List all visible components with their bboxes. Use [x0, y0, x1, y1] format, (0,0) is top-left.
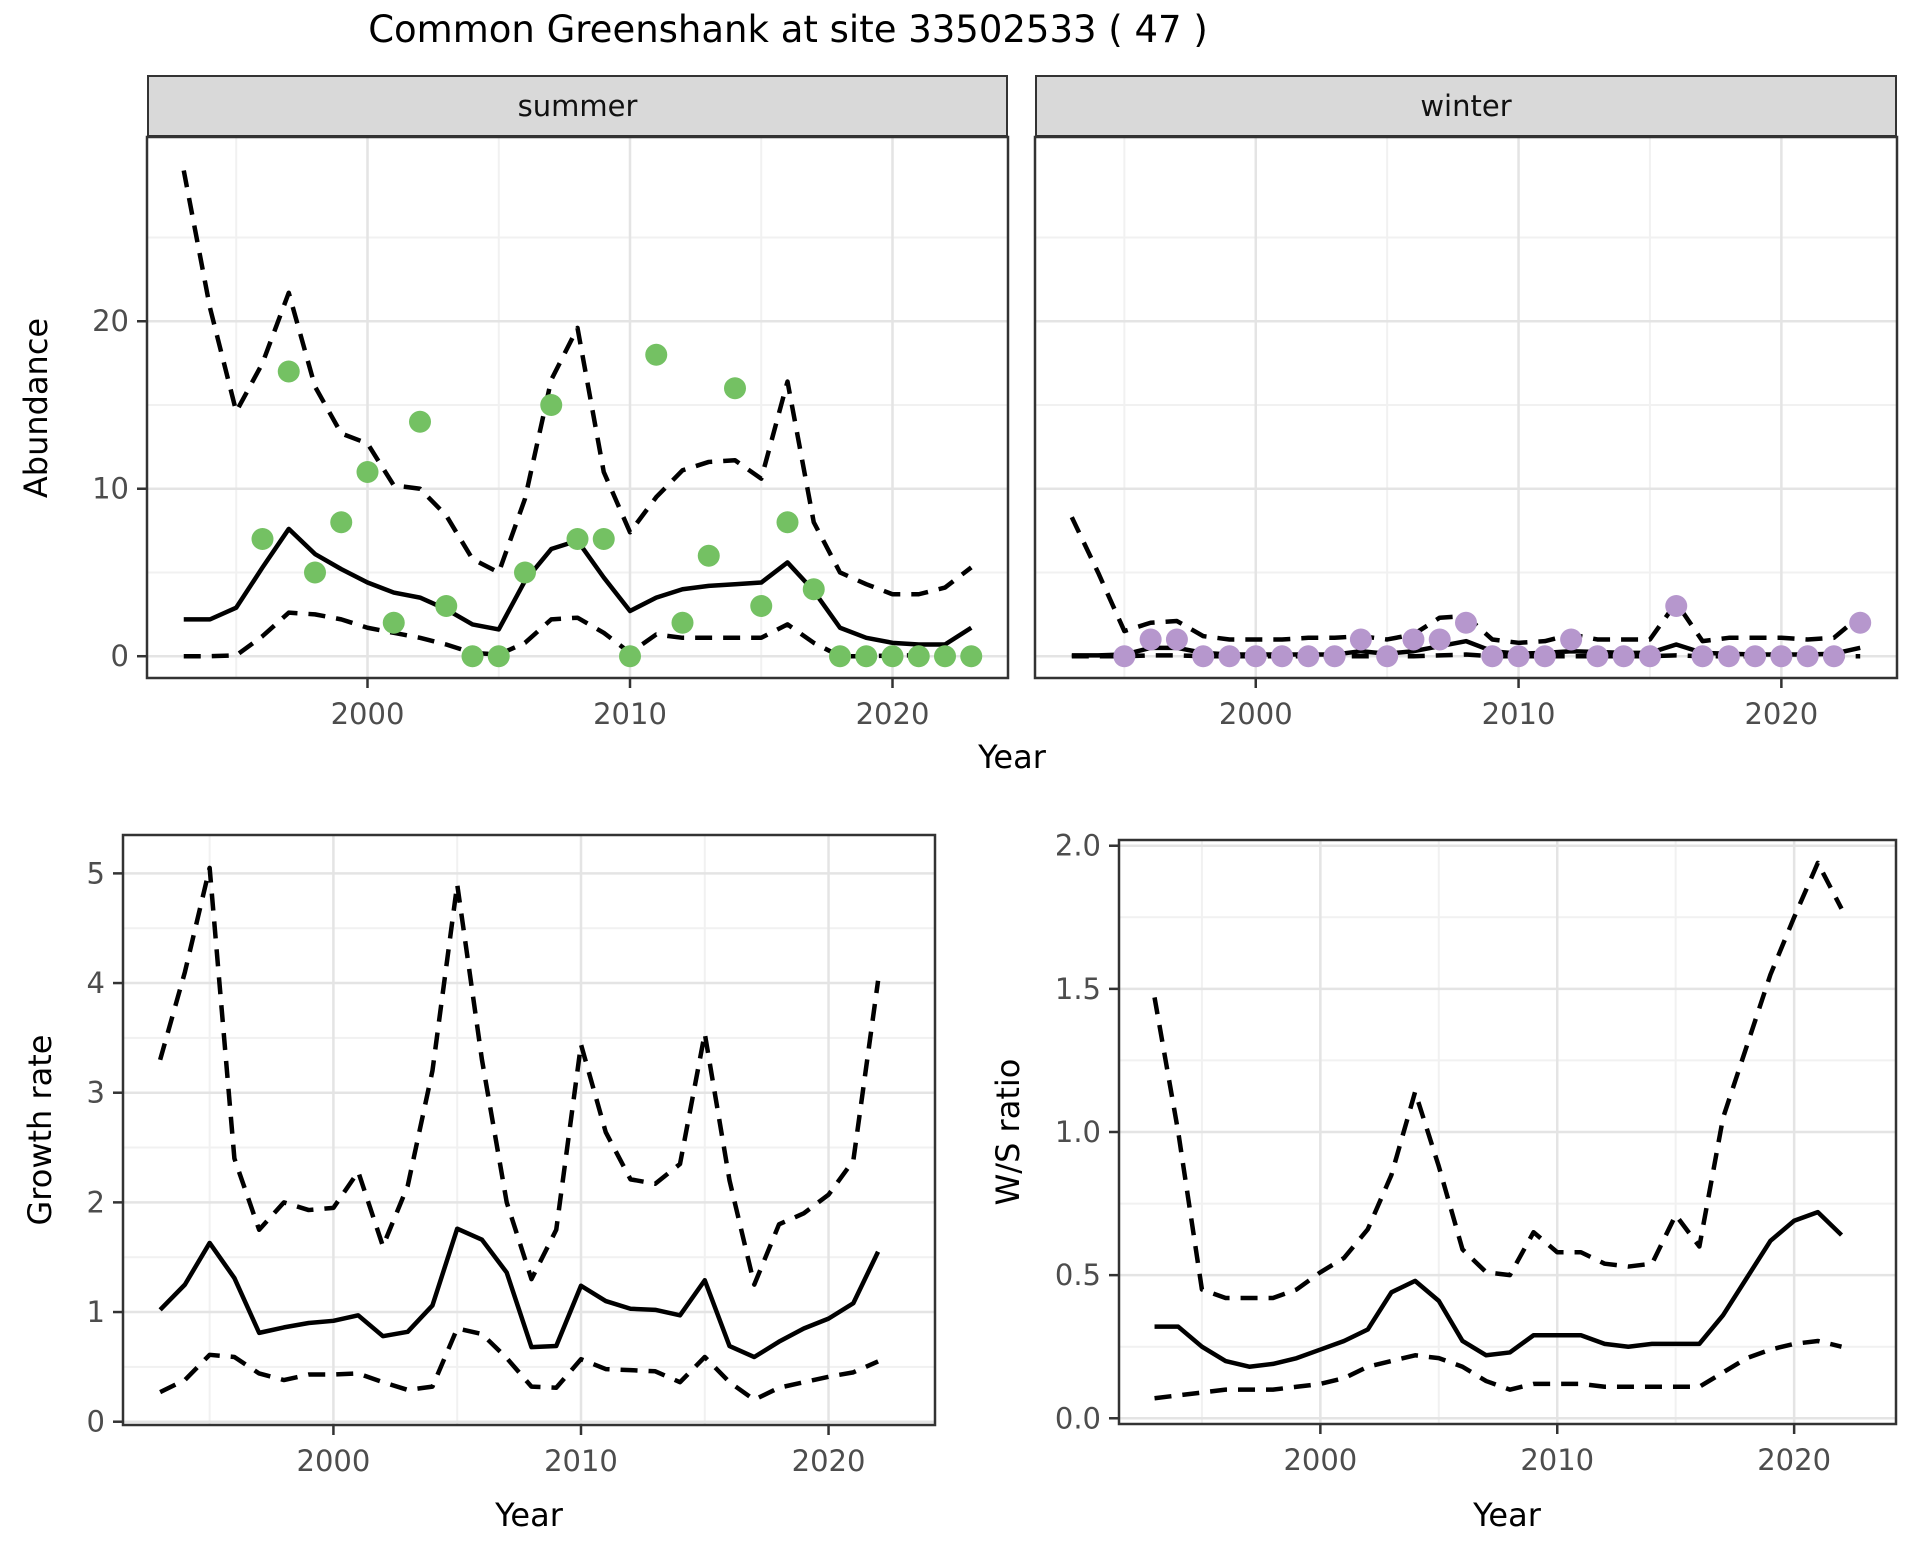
svg-text:10: 10 — [92, 472, 129, 506]
svg-text:1.0: 1.0 — [1055, 1115, 1101, 1149]
svg-text:2000: 2000 — [1283, 1443, 1357, 1477]
svg-text:3: 3 — [87, 1076, 105, 1110]
svg-text:2020: 2020 — [1744, 697, 1818, 731]
svg-text:1.5: 1.5 — [1055, 972, 1101, 1006]
svg-text:2.0: 2.0 — [1055, 829, 1101, 863]
svg-text:2010: 2010 — [544, 1444, 618, 1478]
x-axis-title-year-growth: Year — [495, 1496, 563, 1534]
svg-text:20: 20 — [92, 304, 129, 338]
svg-text:0.5: 0.5 — [1055, 1258, 1101, 1292]
svg-text:2020: 2020 — [792, 1444, 866, 1478]
facet-strip-summer-label: summer — [517, 89, 638, 123]
page-title: Common Greenshank at site 33502533 ( 47 … — [368, 8, 1208, 51]
x-axis-title-year-top: Year — [978, 738, 1046, 776]
facet-strip-summer: summer — [147, 75, 1008, 137]
svg-text:2020: 2020 — [1757, 1443, 1831, 1477]
facet-strip-winter-label: winter — [1420, 89, 1512, 123]
svg-text:0: 0 — [111, 639, 129, 673]
svg-text:2000: 2000 — [331, 697, 405, 731]
svg-text:4: 4 — [87, 966, 105, 1000]
facet-strip-winter: winter — [1035, 75, 1897, 137]
svg-text:5: 5 — [87, 856, 105, 890]
svg-text:0: 0 — [87, 1405, 105, 1439]
svg-text:0.0: 0.0 — [1055, 1401, 1101, 1435]
svg-text:2010: 2010 — [1520, 1443, 1594, 1477]
svg-text:2: 2 — [87, 1185, 105, 1219]
svg-text:2020: 2020 — [856, 697, 930, 731]
svg-text:2000: 2000 — [297, 1444, 371, 1478]
svg-text:2010: 2010 — [593, 697, 667, 731]
svg-text:1: 1 — [87, 1295, 105, 1329]
svg-text:2000: 2000 — [1219, 697, 1293, 731]
svg-text:2010: 2010 — [1482, 697, 1556, 731]
x-axis-title-year-ratio: Year — [1473, 1496, 1541, 1534]
